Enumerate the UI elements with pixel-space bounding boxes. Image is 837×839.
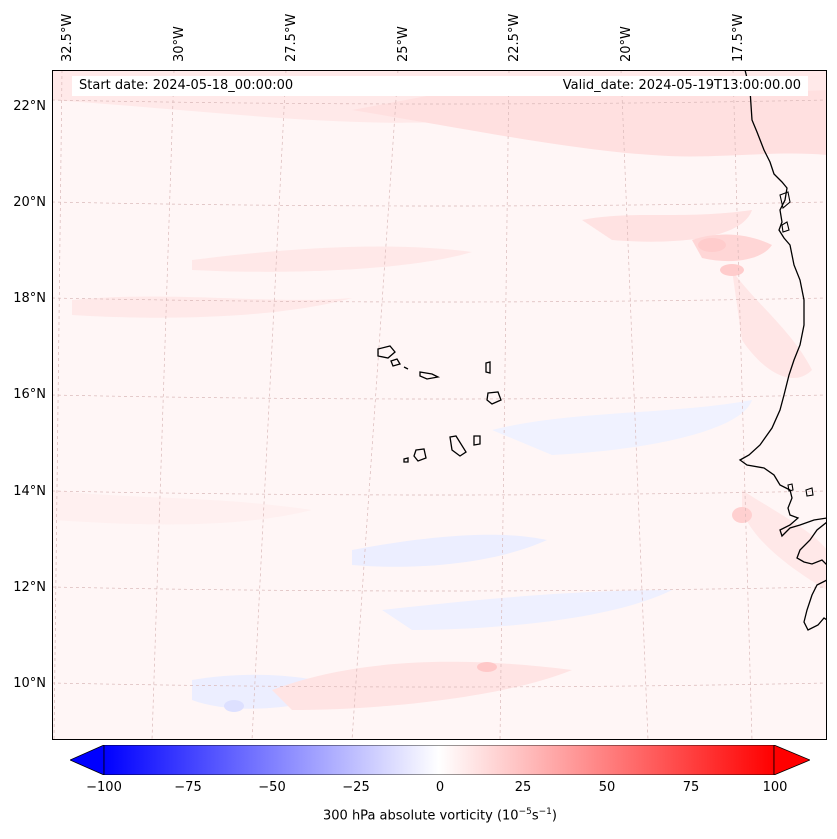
lat-label-16n: 16°N xyxy=(13,387,46,402)
valid-date-label: Valid_date: 2024-05-19T13:00:00.00 xyxy=(562,78,801,93)
lat-label-20n: 20°N xyxy=(13,195,46,210)
island-maio xyxy=(473,435,481,446)
island-brava xyxy=(403,457,409,463)
colorbar-max-extension xyxy=(773,745,810,775)
cb-tick--75: −75 xyxy=(174,780,202,795)
cb-tick-25: 25 xyxy=(514,780,532,795)
cb-tick-0: 0 xyxy=(435,780,445,795)
lat-label-14n: 14°N xyxy=(13,484,46,499)
cb-tick--25: −25 xyxy=(342,780,370,795)
cb-tick-50: 50 xyxy=(598,780,616,795)
lat-label-10n: 10°N xyxy=(13,676,46,691)
island-sao-vicente xyxy=(390,358,401,367)
island-boa-vista xyxy=(486,391,502,405)
colorbar-gradient xyxy=(103,745,775,775)
cb-tick--100: −100 xyxy=(86,780,122,795)
map-frame xyxy=(52,70,827,740)
island-santo-antao xyxy=(377,345,396,359)
island-santiago xyxy=(449,435,467,457)
cape-verde-islands xyxy=(377,345,502,463)
island-santa-luzia xyxy=(403,366,409,370)
island-sal xyxy=(485,361,491,374)
colorbar-title: 300 hPa absolute vorticity (10−5s−1) xyxy=(323,807,557,824)
lat-label-18n: 18°N xyxy=(13,291,46,306)
island-sao-nicolau xyxy=(419,371,441,380)
colorbar xyxy=(70,745,810,775)
island-fogo xyxy=(413,448,427,462)
vorticity-field xyxy=(52,70,827,712)
header-strip xyxy=(72,76,808,96)
graticule xyxy=(52,70,827,740)
coastline-detail xyxy=(779,191,814,497)
lat-label-22n: 22°N xyxy=(13,99,46,114)
start-date-label: Start date: 2024-05-18_00:00:00 xyxy=(79,78,294,93)
cb-tick-100: 100 xyxy=(762,780,788,795)
cb-tick-75: 75 xyxy=(682,780,700,795)
colorbar-min-extension xyxy=(70,745,105,775)
lat-label-12n: 12°N xyxy=(13,580,46,595)
cb-tick--50: −50 xyxy=(258,780,286,795)
african-coastline xyxy=(738,70,827,631)
vorticity-map xyxy=(52,70,827,740)
map-background xyxy=(52,70,827,740)
